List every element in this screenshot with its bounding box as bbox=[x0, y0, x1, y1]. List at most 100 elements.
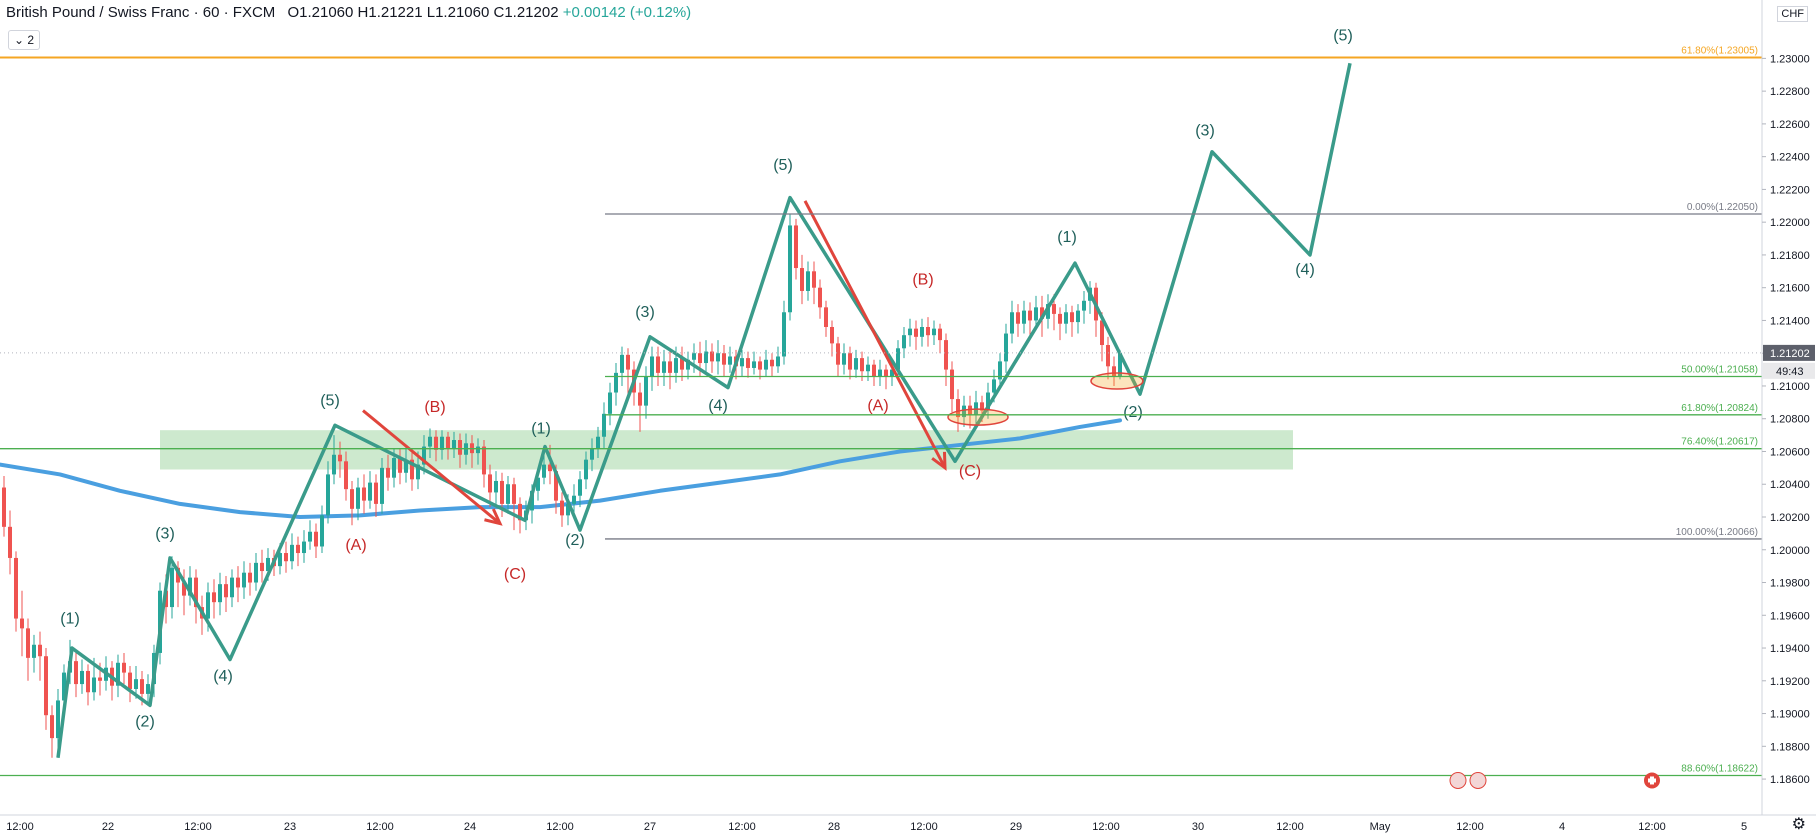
candle-body bbox=[1118, 353, 1122, 377]
candle bbox=[386, 454, 390, 491]
candle-body bbox=[416, 464, 420, 480]
candle bbox=[710, 343, 714, 373]
candle bbox=[824, 300, 828, 337]
wave-label: (3) bbox=[1195, 122, 1215, 139]
price-tick-label: 1.19600 bbox=[1770, 610, 1810, 622]
candle bbox=[1064, 304, 1068, 334]
gear-icon[interactable]: ⚙ bbox=[1791, 816, 1806, 833]
candle-body bbox=[980, 402, 984, 411]
candle bbox=[512, 477, 516, 531]
candle-body bbox=[482, 446, 486, 475]
candle-body bbox=[398, 458, 402, 473]
candle-body bbox=[146, 684, 150, 694]
candle-body bbox=[44, 656, 48, 716]
candle-body bbox=[608, 392, 612, 414]
swiss-event-icon[interactable] bbox=[1644, 772, 1660, 789]
candle-body bbox=[1070, 312, 1074, 323]
candle-body bbox=[860, 358, 864, 372]
candle-body bbox=[122, 662, 126, 673]
candle bbox=[854, 349, 858, 378]
currency-label[interactable]: CHF bbox=[1777, 6, 1808, 22]
candle bbox=[410, 451, 414, 491]
price-axis-panel bbox=[1762, 0, 1816, 840]
interval-label[interactable]: 60 bbox=[202, 4, 220, 21]
candle bbox=[692, 343, 696, 373]
fib-level-label: 76.40%(1.20617) bbox=[1681, 437, 1758, 448]
change-value: +0.00142 (+0.12%) bbox=[562, 4, 692, 21]
candle bbox=[842, 343, 846, 375]
candle-body bbox=[512, 484, 516, 504]
candle bbox=[374, 474, 378, 517]
candle bbox=[488, 464, 492, 508]
candle bbox=[614, 363, 618, 406]
candle bbox=[902, 327, 906, 359]
candle-body bbox=[128, 672, 132, 689]
candle bbox=[482, 440, 486, 488]
symbol-name[interactable]: British Pound / Swiss Franc bbox=[6, 4, 190, 21]
candle bbox=[1058, 307, 1062, 341]
candle bbox=[596, 426, 600, 459]
candle-body bbox=[308, 531, 312, 542]
candle bbox=[188, 566, 192, 606]
support-zone bbox=[160, 430, 1293, 470]
candle-body bbox=[8, 526, 12, 558]
candle bbox=[878, 359, 882, 386]
price-tick-label: 1.19000 bbox=[1770, 709, 1810, 721]
candle bbox=[644, 366, 648, 419]
candle bbox=[968, 395, 972, 429]
ohlc-values: O1.21060 H1.21221 L1.21060 C1.21202 +0.0… bbox=[287, 4, 691, 21]
candle-body bbox=[428, 436, 432, 447]
candle-body bbox=[662, 361, 666, 373]
candle-body bbox=[848, 353, 852, 370]
fib-level-label: 0.00%(1.22050) bbox=[1687, 202, 1758, 213]
economic-events-icon[interactable] bbox=[1449, 771, 1487, 789]
candle bbox=[836, 336, 840, 377]
candle bbox=[290, 533, 294, 570]
candle-body bbox=[338, 454, 342, 462]
candle-body bbox=[344, 461, 348, 490]
candle-body bbox=[674, 358, 678, 373]
fib-level-label: 61.80%(1.20824) bbox=[1681, 403, 1758, 414]
indicator-collapse-button[interactable]: ⌄ 2 bbox=[8, 30, 40, 50]
candle bbox=[122, 652, 126, 685]
candle-body bbox=[644, 376, 648, 406]
last-price-value: 1.21202 bbox=[1770, 348, 1810, 360]
flag-icon bbox=[1449, 771, 1467, 789]
candle-body bbox=[782, 312, 786, 357]
candle-body bbox=[542, 464, 546, 478]
candle bbox=[116, 654, 120, 698]
candle bbox=[608, 382, 612, 426]
exchange-label: FXCM bbox=[232, 4, 276, 21]
candle bbox=[782, 300, 786, 365]
candle-body bbox=[176, 567, 180, 583]
candle bbox=[800, 254, 804, 305]
symbol-sep-2: · bbox=[223, 4, 233, 21]
countdown-badge bbox=[1763, 362, 1815, 379]
candle-body bbox=[656, 356, 660, 373]
candle bbox=[218, 572, 222, 616]
wave-label: (4) bbox=[1295, 262, 1315, 279]
price-tick-label: 1.21400 bbox=[1770, 315, 1810, 327]
candle bbox=[254, 553, 258, 591]
candle bbox=[590, 438, 594, 472]
candle bbox=[656, 346, 660, 386]
candle bbox=[950, 361, 954, 413]
candle-body bbox=[818, 287, 822, 308]
close-value: C1.21202 bbox=[493, 4, 559, 21]
candle bbox=[86, 664, 90, 706]
candle bbox=[1082, 290, 1086, 324]
low-value: L1.21060 bbox=[426, 4, 490, 21]
candle-body bbox=[98, 677, 102, 681]
candle bbox=[548, 444, 552, 485]
candle-body bbox=[446, 436, 450, 449]
candle bbox=[662, 349, 666, 386]
candle bbox=[50, 705, 54, 758]
candle bbox=[344, 451, 348, 501]
candle-body bbox=[290, 544, 294, 562]
open-value: O1.21060 bbox=[287, 4, 354, 21]
price-tick-label: 1.18600 bbox=[1770, 774, 1810, 786]
candle bbox=[986, 382, 990, 419]
candle-body bbox=[956, 399, 960, 418]
candle bbox=[872, 359, 876, 386]
